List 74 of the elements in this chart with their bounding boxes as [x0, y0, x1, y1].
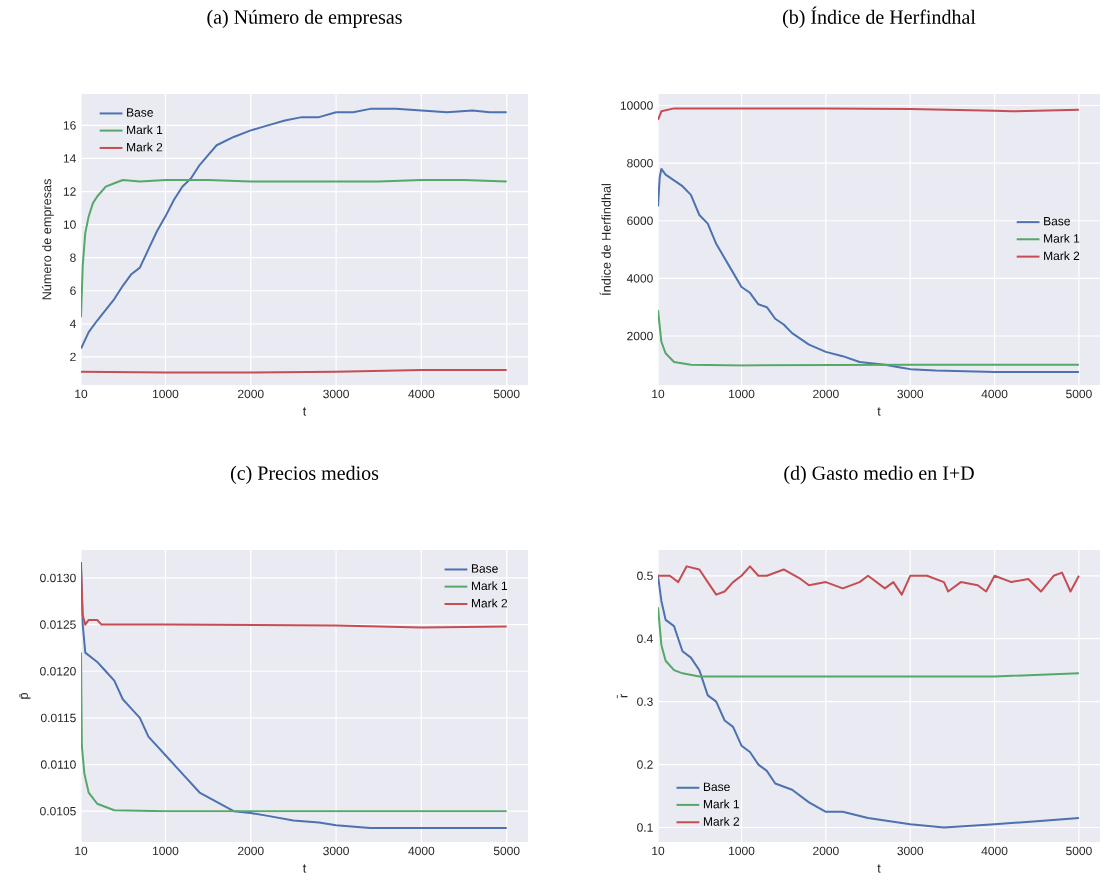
chart-title: (a) Número de empresas: [207, 9, 402, 28]
x-tick-label: 5000: [493, 389, 520, 399]
x-tick-label: 10: [652, 846, 665, 856]
y-tick-label: 6: [70, 286, 76, 295]
legend-label: Mark 2: [471, 598, 508, 608]
legend-label: Mark 2: [1044, 251, 1080, 261]
x-tick-label: 3000: [323, 846, 349, 856]
y-tick-label: 0.0125: [40, 620, 76, 629]
chart-title: (c) Precios medios: [230, 465, 379, 484]
y-tick-label: 0.3: [637, 697, 653, 706]
y-tick-label: 2000: [627, 331, 653, 341]
y-tick-label: 0.1: [637, 823, 653, 832]
x-tick-label: 2000: [238, 846, 264, 856]
x-tick-label: 4000: [408, 389, 435, 399]
chart-title: (d) Gasto medio en I+D: [784, 465, 974, 484]
x-tick-label: 5000: [493, 846, 520, 856]
legend-label: Base: [1044, 217, 1070, 226]
legend-label: Mark 1: [471, 581, 508, 591]
y-tick-label: 0.2: [637, 760, 653, 769]
y-tick-label: 0.0110: [40, 760, 76, 769]
y-tick-label: 8: [70, 253, 76, 262]
line-series: [658, 574, 1080, 829]
y-tick-label: 10: [63, 220, 76, 229]
legend-label: Mark 1: [127, 125, 163, 135]
x-tick-label: 4000: [981, 389, 1008, 399]
x-tick-label: 10: [652, 389, 665, 399]
y-axis-title: Número de empresas: [41, 179, 54, 300]
x-axis-title: t: [877, 864, 881, 873]
legend-label: Mark 1: [703, 799, 740, 809]
y-tick-label: 0.5: [637, 571, 653, 581]
y-tick-label: 4: [69, 319, 76, 328]
legend-label: Base: [703, 782, 730, 792]
x-axis-title: t: [877, 407, 881, 416]
y-tick-label: 0.0105: [40, 806, 76, 816]
legend-label: Mark 2: [127, 142, 163, 152]
legend-label: Mark 2: [703, 816, 740, 826]
y-tick-label: 12: [63, 187, 76, 196]
x-tick-label: 5000: [1066, 389, 1092, 399]
y-tick-label: 16: [63, 121, 76, 130]
x-tick-label: 2000: [238, 389, 264, 399]
y-tick-label: 14: [63, 154, 76, 163]
line-series: [658, 167, 1080, 374]
line-series: [658, 565, 1080, 596]
x-tick-label: 1000: [729, 846, 755, 856]
x-tick-label: 1000: [153, 846, 179, 856]
legend-label: Base: [127, 108, 153, 117]
y-tick-label: 8000: [627, 158, 653, 168]
x-tick-label: 3000: [323, 389, 349, 399]
y-tick-label: 0.4: [637, 634, 653, 643]
legend-label: Mark 1: [1044, 233, 1080, 243]
y-tick-label: 10000: [620, 101, 653, 110]
y-tick-label: 0.0115: [40, 713, 76, 723]
y-axis-title: r̄: [616, 694, 628, 699]
x-tick-label: 5000: [1066, 846, 1092, 856]
y-tick-label: 0.0120: [40, 667, 76, 676]
x-axis-title: t: [302, 407, 307, 416]
x-tick-label: 3000: [897, 846, 924, 856]
x-tick-label: 3000: [897, 389, 924, 399]
x-tick-label: 4000: [981, 846, 1008, 856]
x-tick-label: 4000: [408, 846, 435, 856]
x-axis-title: t: [302, 864, 307, 873]
y-tick-label: 6000: [627, 216, 653, 226]
chart-title: (b) Índice de Herfindhal: [782, 6, 976, 28]
x-tick-label: 2000: [813, 389, 839, 399]
x-tick-label: 1000: [153, 389, 179, 399]
y-tick-label: 4000: [626, 274, 653, 283]
y-axis-title: Índice de Herfindhal: [599, 184, 611, 295]
y-axis-title: p̄: [19, 692, 31, 699]
y-tick-label: 0.0130: [40, 573, 76, 583]
x-tick-label: 1000: [729, 389, 755, 399]
line-series: [658, 309, 1080, 367]
x-tick-label: 2000: [813, 846, 839, 856]
y-tick-label: 2: [70, 352, 76, 362]
legend-label: Base: [471, 564, 498, 573]
